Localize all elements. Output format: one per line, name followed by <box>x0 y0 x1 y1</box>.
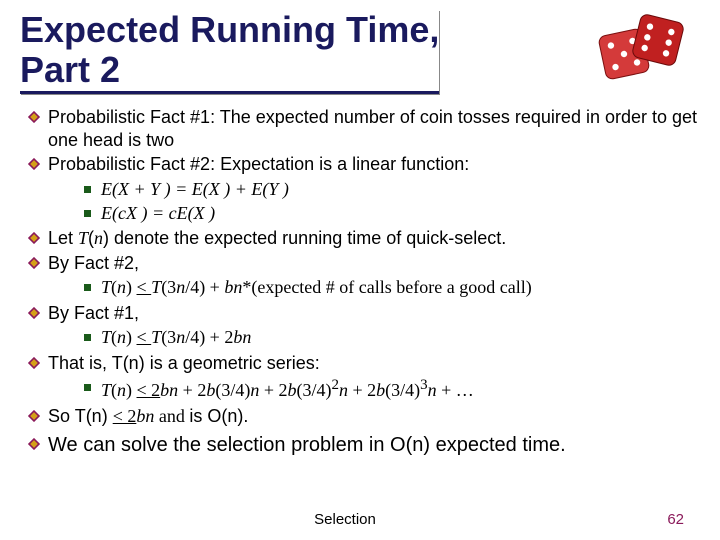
footer-label: Selection <box>0 511 690 528</box>
dice-image <box>596 14 686 95</box>
sub-4-text: T(n) < T(3n/4) + 2bn <box>101 326 251 349</box>
bullet-4-text: By Fact #2, <box>48 252 139 275</box>
diamond-bullet-icon <box>28 257 40 269</box>
diamond-bullet-icon <box>28 307 40 319</box>
title-line-2: Part 2 <box>20 49 120 90</box>
page-number: 62 <box>667 511 684 528</box>
diamond-bullet-icon <box>28 158 40 170</box>
bullet-8: We can solve the selection problem in O(… <box>28 433 704 458</box>
square-bullet-icon <box>84 334 91 341</box>
bullet-5-text: By Fact #1, <box>48 302 139 325</box>
title-line-1: Expected Running Time, <box>20 9 439 50</box>
sub-2: E(cX ) = cE(X ) <box>84 202 704 225</box>
footer: Selection 62 <box>0 511 720 528</box>
bullet-1: Probabilistic Fact #1: The expected numb… <box>28 106 704 151</box>
bullet-3-text: Let T(n) denote the expected running tim… <box>48 227 506 250</box>
bullet-8-text: We can solve the selection problem in O(… <box>48 433 566 458</box>
diamond-bullet-icon <box>28 357 40 369</box>
sub-1: E(X + Y ) = E(X ) + E(Y ) <box>84 178 704 201</box>
bullet-7: So T(n) < 2bn and is O(n). <box>28 405 704 428</box>
bullet-1-text: Probabilistic Fact #1: The expected numb… <box>48 106 704 151</box>
slide-title: Expected Running Time, Part 2 <box>20 10 439 94</box>
content-area: Probabilistic Fact #1: The expected numb… <box>0 98 720 458</box>
bullet-4: By Fact #2, <box>28 252 704 275</box>
diamond-bullet-icon <box>28 410 40 422</box>
sub-3: T(n) < T(3n/4) + bn*(expected # of calls… <box>84 276 704 299</box>
sub-1-text: E(X + Y ) = E(X ) + E(Y ) <box>101 178 289 201</box>
diamond-bullet-icon <box>28 111 40 123</box>
bullet-7-text: So T(n) < 2bn and is O(n). <box>48 405 248 428</box>
square-bullet-icon <box>84 284 91 291</box>
diamond-bullet-icon <box>28 232 40 244</box>
bullet-3: Let T(n) denote the expected running tim… <box>28 227 704 250</box>
bullet-2: Probabilistic Fact #2: Expectation is a … <box>28 153 704 176</box>
sub-2-text: E(cX ) = cE(X ) <box>101 202 215 225</box>
sub-4: T(n) < T(3n/4) + 2bn <box>84 326 704 349</box>
bullet-6-text: That is, T(n) is a geometric series: <box>48 352 320 375</box>
sub-5-text: T(n) < 2bn + 2b(3/4)n + 2b(3/4)2n + 2b(3… <box>101 376 474 402</box>
bullet-2-text: Probabilistic Fact #2: Expectation is a … <box>48 153 469 176</box>
square-bullet-icon <box>84 384 91 391</box>
sub-3-text: T(n) < T(3n/4) + bn*(expected # of calls… <box>101 276 532 299</box>
square-bullet-icon <box>84 210 91 217</box>
bullet-6: That is, T(n) is a geometric series: <box>28 352 704 375</box>
sub-5: T(n) < 2bn + 2b(3/4)n + 2b(3/4)2n + 2b(3… <box>84 376 704 402</box>
bullet-5: By Fact #1, <box>28 302 704 325</box>
square-bullet-icon <box>84 186 91 193</box>
diamond-bullet-icon <box>28 438 40 450</box>
